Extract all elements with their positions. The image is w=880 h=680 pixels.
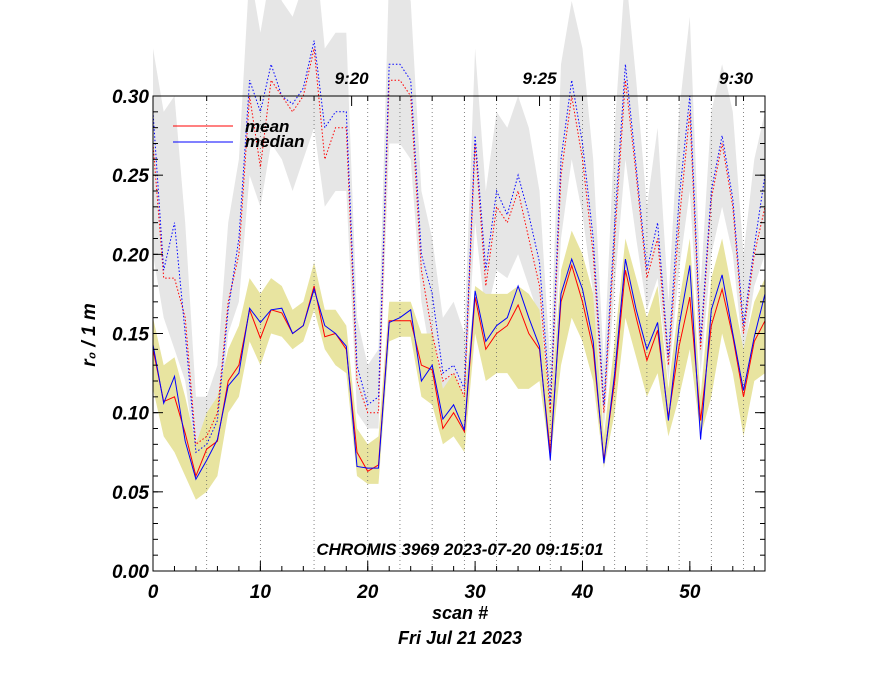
x-axis-date-label: Fri Jul 21 2023 (398, 628, 522, 648)
x-tick-label-1: 10 (250, 582, 272, 603)
legend-mean-label: mean (245, 117, 289, 136)
x-tick-label-0: 0 (148, 582, 159, 603)
chart-annotation: CHROMIS 3969 2023-07-20 09:15:01 (316, 540, 603, 559)
top-time-label-2: 9:30 (719, 69, 754, 88)
x-axis-label: scan # (432, 603, 488, 623)
legend: mean median (173, 117, 305, 151)
y-tick-label-0: 0.00 (112, 562, 149, 583)
top-time-label-1: 9:25 (523, 69, 558, 88)
top-time-label-0: 9:20 (335, 69, 370, 88)
x-tick-label-2: 20 (356, 582, 379, 603)
high-band (153, 0, 765, 461)
x-tick-label-4: 40 (571, 582, 594, 603)
y-tick-label-6: 0.30 (112, 87, 149, 108)
series-median-line (152, 257, 766, 481)
y-tick-label-5: 0.25 (112, 166, 149, 187)
series-mean-high-line (152, 48, 766, 446)
y-tick-label-1: 0.05 (112, 483, 149, 504)
x-tick-label-5: 50 (679, 582, 701, 603)
y-tick-label-2: 0.10 (112, 404, 149, 425)
legend-median-label: median (245, 132, 305, 151)
y-tick-label-3: 0.15 (112, 325, 149, 346)
x-tick-label-3: 30 (465, 582, 487, 603)
mean-band (153, 230, 765, 500)
y-tick-label-4: 0.20 (112, 245, 149, 266)
y-axis-label: r₀ / 1 m (79, 303, 100, 367)
